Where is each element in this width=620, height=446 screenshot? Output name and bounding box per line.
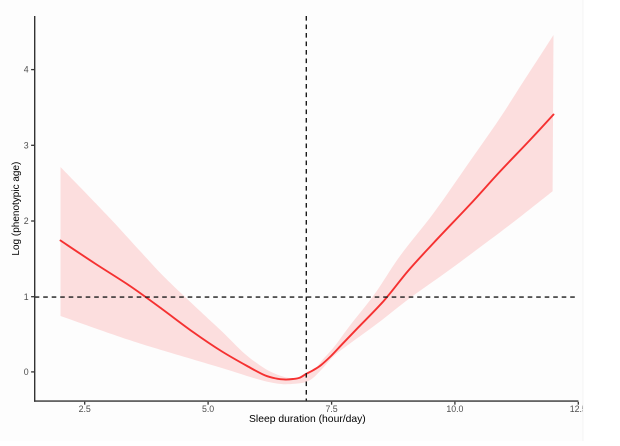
svg-text:Log (phenotypic age): Log (phenotypic age) [11,162,22,256]
svg-text:12.5: 12.5 [570,404,587,414]
svg-text:5.0: 5.0 [202,404,214,414]
svg-text:Sleep duration (hour/day): Sleep duration (hour/day) [249,414,366,425]
svg-text:2: 2 [24,216,29,226]
svg-text:0: 0 [24,367,29,377]
svg-text:7.5: 7.5 [325,404,337,414]
svg-text:1: 1 [24,292,29,302]
svg-text:2.5: 2.5 [79,404,91,414]
svg-text:4: 4 [24,65,29,75]
svg-text:10.0: 10.0 [446,404,463,414]
svg-text:3: 3 [24,140,29,150]
